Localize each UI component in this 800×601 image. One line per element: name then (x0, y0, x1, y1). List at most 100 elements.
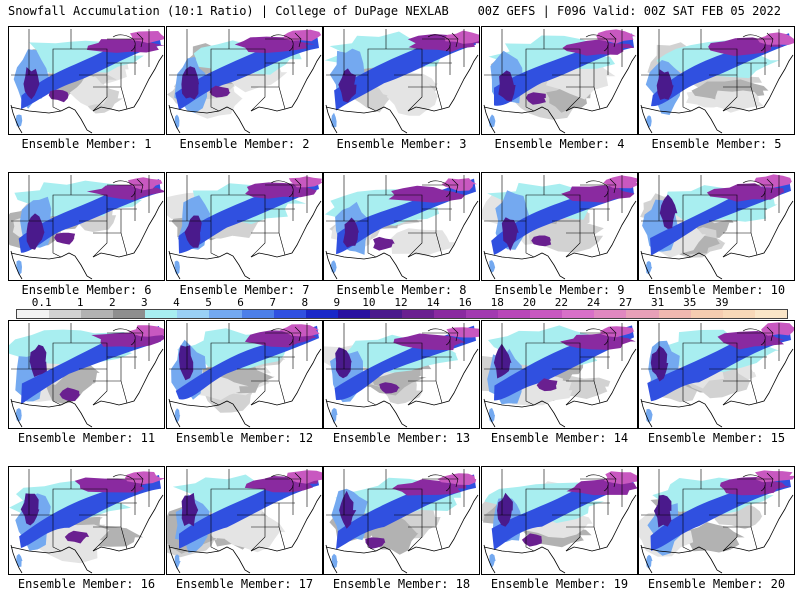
colorbar-swatch (369, 310, 402, 318)
mountain-snow (343, 217, 359, 248)
mexico-border (325, 106, 377, 114)
mexico-border (10, 546, 62, 554)
snow-pocket (379, 382, 400, 394)
heavy-snow-max (604, 471, 637, 485)
snow-pocket (373, 236, 395, 251)
mountain-snow (653, 494, 672, 528)
mexico-border (325, 252, 377, 260)
member-label: Ensemble Member: 8 (336, 283, 467, 297)
great-lakes (112, 178, 144, 198)
state-borders (641, 469, 780, 552)
snow-swath (19, 474, 162, 548)
mexico-border (483, 546, 535, 554)
great-lakes (585, 472, 617, 492)
heavy-snow-core (393, 333, 466, 351)
snowfall-map (638, 320, 795, 429)
snow-pocket (54, 232, 76, 245)
mountain-snow (181, 66, 200, 100)
snowfall-map (166, 172, 323, 281)
coastline (168, 494, 322, 574)
member-label: Ensemble Member: 7 (179, 283, 310, 297)
colorbar-label: 10 (362, 296, 376, 309)
great-lakes (585, 32, 617, 52)
colorbar-label: 7 (269, 296, 276, 309)
colorbar-swatch (562, 310, 595, 318)
snowfall-map (323, 466, 480, 575)
sierra-snow (16, 553, 23, 567)
ensemble-panel: Ensemble Member: 2 (166, 26, 323, 161)
colorbar-swatch (145, 310, 178, 318)
sierra-snow (488, 407, 495, 423)
colorbar-swatch (209, 310, 242, 318)
mexico-border (325, 546, 377, 554)
mountain-snow (656, 69, 674, 100)
state-borders (484, 469, 623, 552)
state-borders (641, 29, 780, 112)
colorbar-swatch (337, 310, 370, 318)
ensemble-panel: Ensemble Member: 3 (323, 26, 480, 161)
heavy-snow-max (127, 325, 164, 337)
sierra-snow (488, 114, 496, 128)
state-borders (641, 175, 780, 258)
coastline (325, 54, 479, 134)
state-borders (484, 175, 623, 258)
ensemble-panel: Ensemble Member: 18 (323, 466, 480, 601)
mountain-snow (20, 493, 40, 526)
state-borders (169, 323, 308, 406)
ensemble-panel: Ensemble Member: 19 (481, 466, 638, 601)
colorbar-label: 35 (683, 296, 697, 309)
heavy-snow-max (446, 327, 479, 338)
colorbar-swatch (466, 310, 499, 318)
great-lakes (742, 32, 774, 52)
heavy-snow-core (86, 39, 164, 53)
light-snow-area (69, 74, 109, 107)
mexico-border (10, 252, 62, 260)
state-borders (326, 29, 465, 112)
light-snow-area (386, 78, 439, 116)
great-lakes (112, 326, 144, 346)
colorbar-swatch (305, 310, 338, 318)
mexico-border (10, 106, 62, 114)
member-label: Ensemble Member: 13 (332, 431, 471, 445)
sierra-snow (331, 407, 338, 424)
colorbar-swatch (49, 310, 82, 318)
great-lakes (112, 472, 144, 492)
member-label: Ensemble Member: 4 (494, 137, 625, 151)
coastline (325, 494, 479, 574)
heavy-snow-core (719, 476, 791, 496)
great-lakes (427, 178, 459, 198)
coastline (10, 494, 164, 574)
member-label: Ensemble Member: 17 (175, 577, 314, 591)
mountain-snow (650, 345, 669, 382)
snowfall-map (323, 26, 480, 135)
coastline (168, 54, 322, 134)
heavy-snow-max (441, 178, 477, 191)
mexico-border (483, 400, 535, 408)
mountain-snow (501, 217, 519, 251)
state-borders (484, 29, 623, 112)
sierra-snow (16, 260, 22, 276)
snow-pocket (525, 92, 546, 105)
member-label: Ensemble Member: 10 (647, 283, 786, 297)
colorbar-swatch (241, 310, 274, 318)
sierra-snow (645, 554, 653, 569)
snow-pocket (209, 85, 231, 98)
colorbar-swatch (401, 310, 435, 318)
mexico-border (10, 400, 62, 408)
great-lakes (585, 178, 617, 198)
colorbar-label: 22 (554, 296, 569, 309)
mexico-border (483, 106, 535, 114)
colorbar-label: 5 (205, 296, 212, 309)
heavy-snow-max (596, 29, 636, 44)
colorbar-label: 39 (715, 296, 729, 309)
snowfall-map (481, 26, 638, 135)
colorbar-swatch (754, 310, 787, 318)
light-snow-area (36, 523, 110, 564)
state-borders (11, 175, 150, 258)
colorbar-label: 12 (394, 296, 408, 309)
coastline (483, 348, 637, 428)
coastline (168, 348, 322, 428)
heavy-snow-core (388, 185, 466, 203)
ensemble-panel: Ensemble Member: 7 (166, 172, 323, 307)
coastline (325, 200, 479, 280)
